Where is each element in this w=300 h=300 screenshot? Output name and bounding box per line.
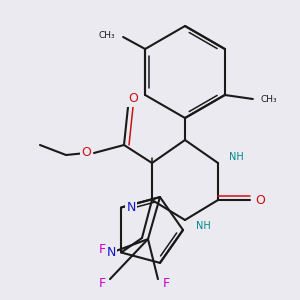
Text: O: O bbox=[255, 194, 265, 206]
Text: N: N bbox=[127, 201, 136, 214]
Text: F: F bbox=[98, 243, 106, 256]
Text: N: N bbox=[106, 246, 116, 259]
Text: CH₃: CH₃ bbox=[98, 31, 115, 40]
Text: NH: NH bbox=[229, 152, 243, 162]
Text: O: O bbox=[128, 92, 138, 106]
Text: O: O bbox=[81, 146, 91, 160]
Text: NH: NH bbox=[196, 221, 210, 231]
Text: CH₃: CH₃ bbox=[261, 94, 278, 103]
Text: F: F bbox=[98, 277, 106, 290]
Text: F: F bbox=[162, 277, 169, 290]
